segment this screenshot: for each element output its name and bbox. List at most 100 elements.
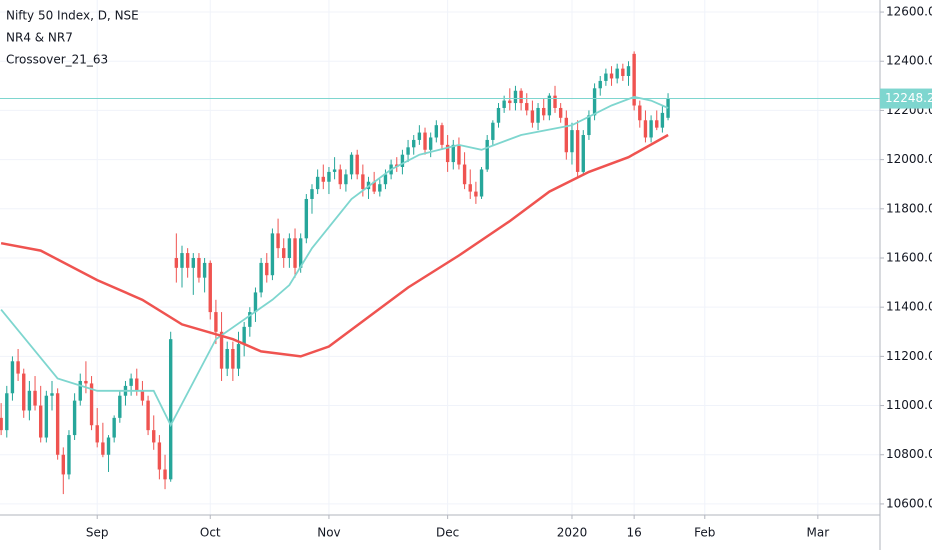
candle-body — [378, 184, 382, 192]
candle-body — [372, 181, 376, 192]
candle-body — [259, 262, 263, 293]
x-tick-label: Sep — [86, 526, 109, 540]
candle-body — [638, 105, 642, 121]
candle-body — [468, 184, 472, 192]
candle-body — [417, 132, 422, 140]
candle-body — [304, 198, 309, 239]
candle-body — [310, 189, 314, 199]
candle-body — [140, 390, 145, 401]
candle-body — [27, 390, 32, 411]
candle-body — [564, 117, 569, 153]
candle-body — [355, 154, 359, 175]
candle-body — [106, 437, 111, 455]
indicator-label: NR4 & NR7 — [6, 31, 73, 45]
candle-body — [547, 95, 552, 116]
candle-body — [626, 66, 631, 76]
candle-body — [423, 132, 427, 150]
candle-body — [225, 348, 229, 369]
y-tick-label: 11400.00 — [886, 300, 932, 314]
candle-body — [185, 253, 190, 268]
candle-body — [16, 361, 20, 374]
candle-body — [643, 120, 648, 138]
candle-body — [50, 393, 54, 396]
candle-body — [118, 395, 122, 418]
chart-title: Nifty 50 Index, D, NSE — [6, 9, 139, 23]
last-price-box — [880, 88, 932, 109]
candle-body — [570, 130, 574, 153]
y-tick-label: 12400.00 — [886, 54, 932, 68]
candle-body — [146, 400, 150, 431]
candle-body — [428, 137, 433, 150]
candle-body — [440, 125, 444, 145]
y-tick-label: 10600.00 — [886, 496, 932, 510]
candle-body — [208, 262, 212, 313]
candle-body — [10, 361, 15, 394]
y-tick-label: 11000.00 — [886, 398, 932, 412]
candle-body — [231, 348, 235, 369]
candle-body — [191, 257, 195, 268]
candle-body — [253, 292, 258, 313]
x-tick-label: 16 — [627, 526, 642, 540]
candle-body — [332, 169, 337, 172]
candle-body — [558, 107, 563, 118]
candle-body — [197, 257, 201, 278]
x-tick-label: Nov — [317, 526, 340, 540]
candle-body — [406, 147, 410, 155]
candle-body — [553, 95, 557, 108]
grid — [0, 0, 880, 515]
candle-body — [592, 88, 597, 116]
candle-body — [491, 122, 495, 140]
candle-body — [270, 233, 275, 276]
candle-body — [542, 107, 546, 116]
candle-body — [655, 120, 659, 128]
candle-body — [78, 380, 82, 401]
candle-body — [666, 98, 670, 118]
candle-body — [219, 331, 224, 369]
y-tick-label: 12000.00 — [886, 152, 932, 166]
candle-body — [412, 139, 416, 148]
candle-body — [581, 135, 585, 172]
candle-body — [598, 80, 602, 89]
candle-body — [101, 442, 105, 455]
candle-body — [621, 68, 625, 76]
x-tick-label: Oct — [200, 526, 221, 540]
indicator-label: Crossover_21_63 — [6, 53, 108, 67]
candle-body — [519, 90, 523, 104]
candle-body — [282, 248, 286, 258]
candle-body — [44, 395, 49, 438]
candle-body — [214, 312, 218, 332]
candle-body — [157, 442, 162, 470]
candle-body — [293, 238, 297, 268]
x-tick-label: Dec — [436, 526, 459, 540]
candle-body — [649, 120, 653, 138]
candle-body — [321, 176, 325, 182]
x-tick-label: Mar — [807, 526, 830, 540]
candle-body — [242, 326, 246, 345]
plot — [0, 51, 880, 495]
candle-body — [349, 154, 354, 175]
candle-body — [485, 139, 489, 170]
candle-body — [474, 191, 478, 197]
candle-body — [609, 73, 614, 79]
candle-body — [327, 171, 331, 182]
candle-body — [502, 100, 506, 108]
candle-body — [95, 425, 99, 443]
candle-body — [508, 100, 512, 104]
candle-body — [287, 238, 292, 258]
candle-body — [660, 112, 665, 128]
candle-body — [84, 380, 88, 384]
candle-body — [383, 174, 388, 185]
candle-body — [344, 174, 348, 185]
candle-body — [135, 378, 139, 391]
candle-body — [33, 390, 37, 406]
candle-body — [361, 174, 365, 190]
x-tick-label: 2020 — [557, 526, 588, 540]
candle-body — [174, 257, 179, 268]
candle-body — [72, 400, 77, 436]
candle-body — [604, 73, 608, 81]
candle-body — [67, 435, 71, 475]
candle-body — [400, 154, 405, 167]
candle-body — [236, 344, 241, 369]
